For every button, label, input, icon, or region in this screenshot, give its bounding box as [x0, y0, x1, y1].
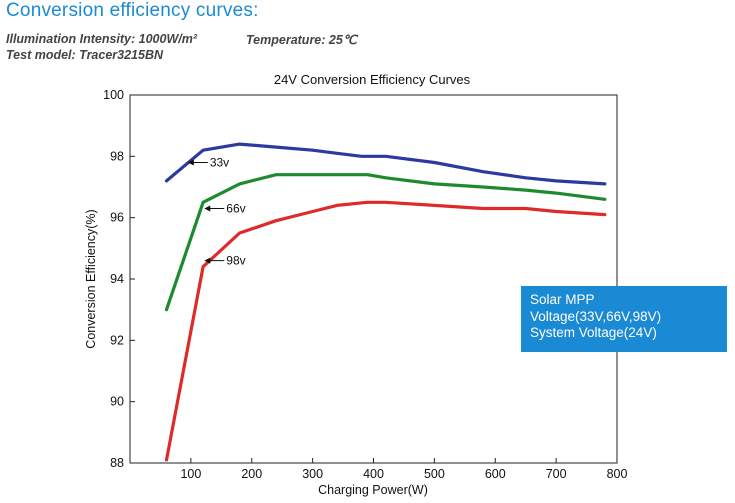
info-box-line-3: System Voltage(24V) — [530, 325, 657, 340]
temperature-label: Temperature: 25℃ — [246, 33, 357, 47]
annotation-arrowhead-66v — [204, 205, 211, 212]
x-tick-label: 100 — [180, 467, 201, 481]
page-heading: Conversion efficiency curves: — [6, 0, 259, 21]
x-tick-label: 500 — [424, 467, 445, 481]
chart-title: 24V Conversion Efficiency Curves — [274, 72, 471, 87]
series-line-98v — [164, 200, 607, 462]
x-axis-label: Charging Power(W) — [318, 483, 428, 497]
annotation-label-33v: 33v — [210, 155, 229, 169]
test-model-label: Test model: Tracer3215BN — [6, 48, 164, 62]
x-tick-label: 300 — [302, 467, 323, 481]
y-tick-label: 90 — [110, 395, 124, 409]
annotation-label-66v: 66v — [226, 201, 245, 215]
x-tick-label: 400 — [363, 467, 384, 481]
info-box-line-2: Voltage(33V,66V,98V) — [530, 308, 662, 324]
y-tick-label: 94 — [110, 272, 124, 286]
y-tick-label: 98 — [110, 149, 124, 163]
annotation-label-98v: 98v — [226, 254, 245, 268]
series-line-33v — [164, 142, 607, 186]
x-tick-label: 800 — [607, 467, 628, 481]
info-box-line-1: Solar MPP — [530, 292, 595, 307]
y-tick-label: 100 — [103, 88, 124, 102]
y-tick-label: 92 — [110, 333, 124, 347]
y-tick-label: 96 — [110, 211, 124, 225]
x-tick-label: 200 — [241, 467, 262, 481]
y-tick-label: 88 — [110, 456, 124, 470]
illumination-intensity-label: Illumination Intensity: 1000W/m² — [6, 32, 197, 46]
x-tick-label: 700 — [546, 467, 567, 481]
solar-mpp-info-box: Solar MPP Voltage(33V,66V,98V) System Vo… — [521, 286, 727, 352]
annotation-arrowhead-33v — [187, 159, 194, 166]
series-line-66v — [164, 173, 607, 312]
x-tick-label: 600 — [485, 467, 506, 481]
annotation-arrowhead-98v — [204, 257, 211, 264]
y-axis-label: Conversion Efficiency(%) — [84, 209, 98, 348]
